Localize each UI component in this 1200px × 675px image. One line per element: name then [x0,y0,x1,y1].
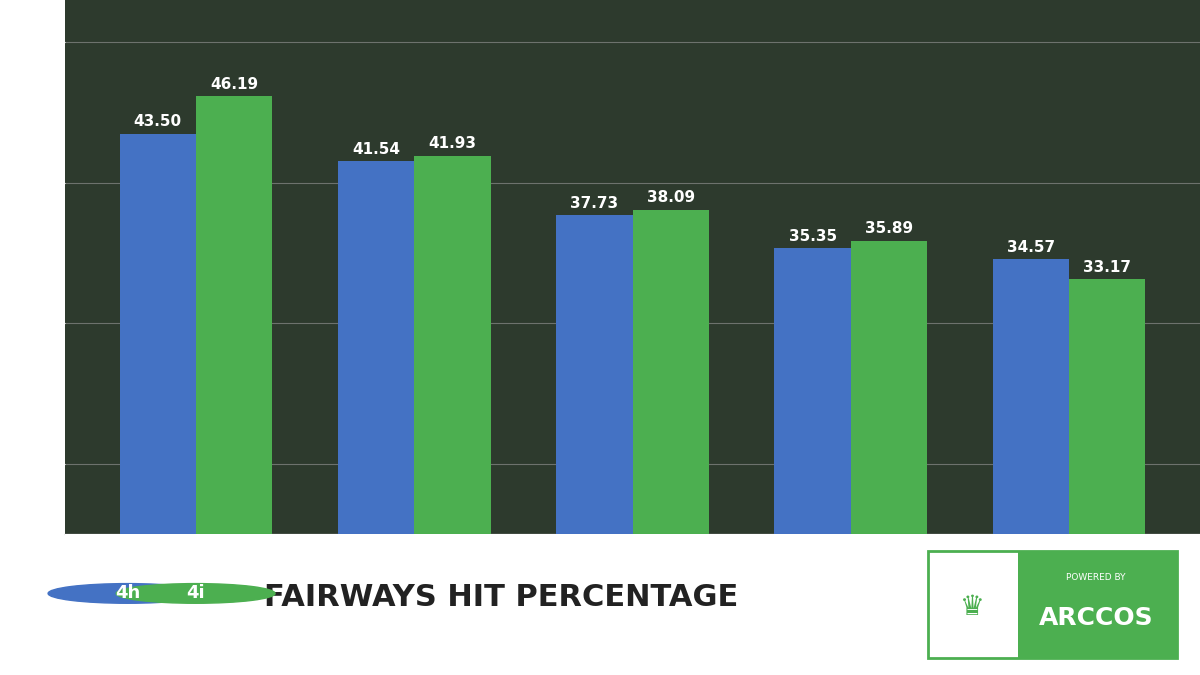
Text: 35.35: 35.35 [788,229,836,244]
Text: ARCCOS: ARCCOS [1039,605,1153,630]
Text: 38.09: 38.09 [647,190,695,205]
X-axis label: HANDICAP: HANDICAP [588,610,677,625]
Text: 33.17: 33.17 [1084,260,1132,275]
Text: FAIRWAYS HIT PERCENTAGE: FAIRWAYS HIT PERCENTAGE [264,583,738,612]
Bar [414,156,491,675]
Bar [851,240,928,675]
Text: 4h: 4h [115,585,140,602]
Bar [928,551,1177,658]
Bar [1018,551,1177,658]
Text: 34.57: 34.57 [1007,240,1055,255]
Circle shape [48,584,206,603]
Text: 35.89: 35.89 [865,221,913,236]
Bar [632,210,709,675]
Bar [992,259,1069,675]
Text: POWERED BY: POWERED BY [1067,574,1126,583]
Text: 46.19: 46.19 [210,76,258,92]
Bar [338,161,414,675]
Bar [196,96,272,675]
Text: 37.73: 37.73 [570,196,618,211]
Bar [1069,279,1146,675]
Text: 43.50: 43.50 [134,114,182,130]
Text: 4i: 4i [186,585,205,602]
Y-axis label: FAIRWAYS HIT PERCENTAGE: FAIRWAYS HIT PERCENTAGE [0,148,16,386]
Text: 41.93: 41.93 [428,136,476,151]
Text: 41.54: 41.54 [352,142,400,157]
Text: ♛: ♛ [960,593,985,621]
Bar [556,215,632,675]
Circle shape [116,584,275,603]
Bar [120,134,196,675]
Bar [774,248,851,675]
